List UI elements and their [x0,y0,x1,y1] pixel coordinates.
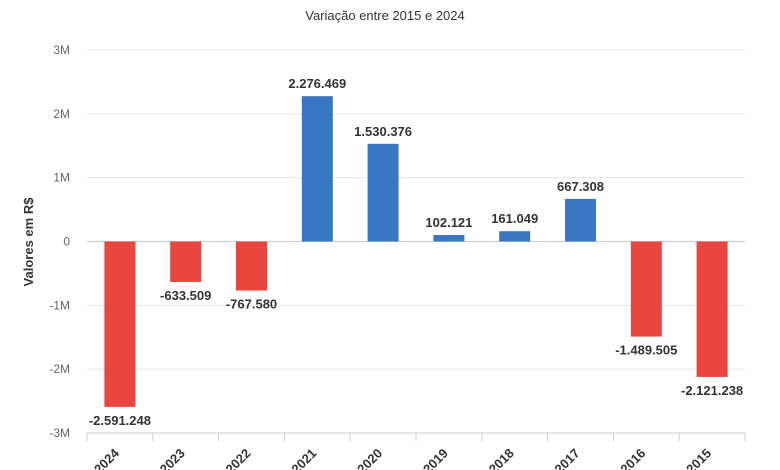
data-label: 161.049 [491,211,538,226]
y-tick-label: 1M [53,171,70,185]
bar-2017 [565,198,596,242]
bar-2015 [696,241,728,377]
data-label: 102.121 [425,215,472,230]
data-label: 2.276.469 [288,76,346,91]
chart-subtitle: Variação entre 2015 e 2024 [305,8,465,23]
x-tick-label: 2022 [223,446,254,470]
y-tick-label: 2M [53,107,70,121]
y-tick-label: 0 [63,235,70,249]
bar-2024 [104,241,136,407]
y-axis-label: Valores em R$ [21,197,36,287]
x-tick-labels: 2024 2023 2022 2021 2020 2019 2018 2017 2016 2015 [86,432,746,470]
bar-2022 [236,241,267,291]
bar-2020 [367,143,399,242]
bar-2019 [433,234,465,242]
bars [104,96,728,407]
data-labels: -2.591.248 -633.509 -767.580 2.276.469 1.530… [89,76,743,428]
data-label: 667.308 [557,179,604,194]
x-tick-label: 2020 [354,446,385,470]
x-tick-label: 2016 [617,446,648,470]
y-tick-labels: 3M 2M 1M 0 -1M -2M -3M [49,43,70,440]
data-label: -2.121.238 [681,383,743,398]
x-tick-label: 2017 [552,446,583,470]
y-tick-label: 3M [53,43,70,57]
data-label: -767.580 [226,296,277,311]
data-label: -2.591.248 [89,413,151,428]
x-tick-label: 2021 [288,446,319,470]
y-tick-label: -1M [49,298,70,312]
bar-2021 [301,96,333,242]
x-tick-label: 2018 [486,446,517,470]
y-tick-label: -2M [49,362,70,376]
data-label: -1.489.505 [615,343,677,358]
y-tick-label: -3M [49,426,70,440]
bar-2018 [499,231,531,242]
x-tick-label: 2019 [420,446,451,470]
data-label: 1.530.376 [354,124,412,139]
data-label: -633.509 [160,288,211,303]
x-tick-label: 2024 [91,445,123,470]
x-tick-label: 2023 [157,446,188,470]
bar-2023 [170,241,202,282]
bar-2016 [630,241,662,337]
x-tick-label: 2015 [683,446,714,470]
